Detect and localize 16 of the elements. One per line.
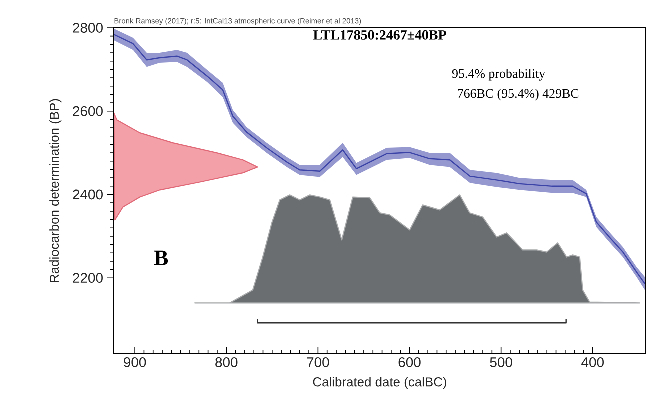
y-tick-label: 2600 <box>73 106 103 116</box>
x-tick-label: 600 <box>398 358 421 368</box>
x-tick-label: 800 <box>216 358 238 368</box>
x-tick-label: 900 <box>124 358 146 368</box>
annotation: 766BC (95.4%) 429BC <box>458 88 579 101</box>
y-axis-title: Radiocarbon determination (BP) <box>50 99 62 282</box>
y-tick-label: 2400 <box>73 190 103 200</box>
y-tick-label: 2800 <box>73 23 103 33</box>
annotation: B <box>154 250 168 266</box>
x-tick-label: 500 <box>490 358 512 368</box>
annotation: 95.4% probability <box>452 69 546 81</box>
y-tick-label: 2200 <box>73 273 103 284</box>
chart-title: LTL17850:2467±40BP <box>314 30 446 40</box>
x-tick-label: 400 <box>582 358 604 368</box>
x-axis-title: Calibrated date (calBC) <box>313 377 446 390</box>
x-tick-label: 700 <box>307 358 330 368</box>
